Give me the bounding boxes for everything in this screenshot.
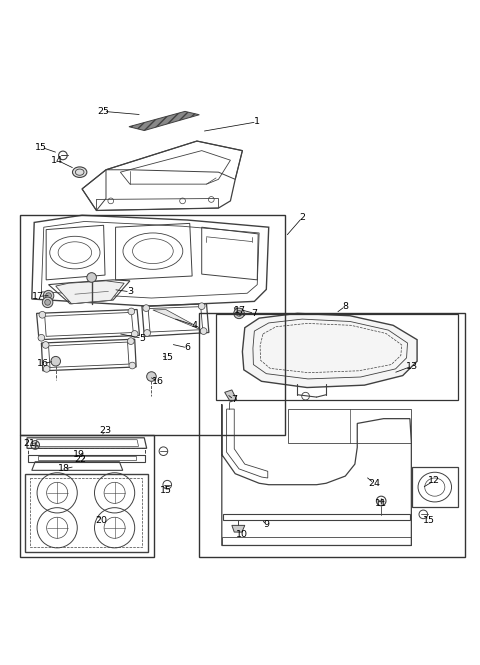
Polygon shape — [234, 308, 245, 316]
Circle shape — [38, 334, 45, 341]
Text: 7: 7 — [252, 309, 257, 318]
Circle shape — [45, 299, 50, 305]
Circle shape — [43, 291, 54, 301]
Circle shape — [144, 330, 151, 336]
Text: 23: 23 — [99, 426, 111, 435]
Text: 19: 19 — [72, 450, 84, 459]
Circle shape — [51, 356, 60, 366]
Text: 24: 24 — [368, 479, 380, 487]
Bar — [20, 436, 154, 557]
Circle shape — [87, 273, 96, 282]
Text: 15: 15 — [423, 515, 435, 525]
Text: 25: 25 — [97, 107, 109, 116]
Text: 14: 14 — [51, 156, 63, 165]
Ellipse shape — [72, 167, 87, 178]
Text: 11: 11 — [375, 499, 387, 508]
Text: 22: 22 — [74, 455, 86, 464]
Circle shape — [128, 338, 134, 344]
Circle shape — [46, 293, 51, 299]
Circle shape — [42, 342, 49, 348]
Text: 7: 7 — [231, 395, 237, 404]
Circle shape — [129, 362, 136, 369]
Text: 13: 13 — [406, 362, 419, 370]
Text: 5: 5 — [139, 334, 145, 342]
Text: 15: 15 — [160, 486, 172, 495]
Circle shape — [234, 308, 244, 319]
Circle shape — [200, 328, 207, 334]
Polygon shape — [232, 525, 245, 532]
Circle shape — [39, 311, 46, 318]
Bar — [216, 315, 458, 400]
Polygon shape — [242, 313, 417, 388]
Polygon shape — [225, 390, 237, 402]
Text: 10: 10 — [236, 530, 248, 539]
Bar — [199, 313, 465, 557]
Text: 3: 3 — [127, 287, 133, 297]
Polygon shape — [56, 281, 124, 304]
Text: 8: 8 — [342, 302, 348, 311]
Text: 6: 6 — [184, 343, 191, 352]
Bar — [20, 215, 286, 436]
Text: 12: 12 — [428, 476, 440, 485]
Text: 4: 4 — [192, 321, 198, 330]
Text: 21: 21 — [24, 439, 36, 448]
Circle shape — [128, 308, 135, 315]
Text: 16: 16 — [37, 359, 49, 368]
Text: 9: 9 — [264, 521, 269, 529]
Text: 16: 16 — [152, 377, 164, 386]
Circle shape — [43, 366, 50, 372]
Text: 20: 20 — [95, 515, 107, 525]
Polygon shape — [129, 111, 199, 130]
Text: 18: 18 — [58, 464, 70, 473]
Circle shape — [143, 305, 150, 311]
Circle shape — [236, 311, 242, 317]
Circle shape — [198, 303, 205, 309]
Text: 1: 1 — [254, 118, 260, 126]
Text: 17: 17 — [234, 307, 246, 315]
Circle shape — [147, 372, 156, 381]
Text: 17: 17 — [32, 292, 44, 301]
Text: 15: 15 — [36, 143, 48, 152]
Circle shape — [42, 297, 53, 308]
Polygon shape — [153, 309, 199, 329]
Text: 15: 15 — [162, 353, 174, 362]
Text: 2: 2 — [299, 213, 305, 222]
Circle shape — [132, 331, 138, 337]
